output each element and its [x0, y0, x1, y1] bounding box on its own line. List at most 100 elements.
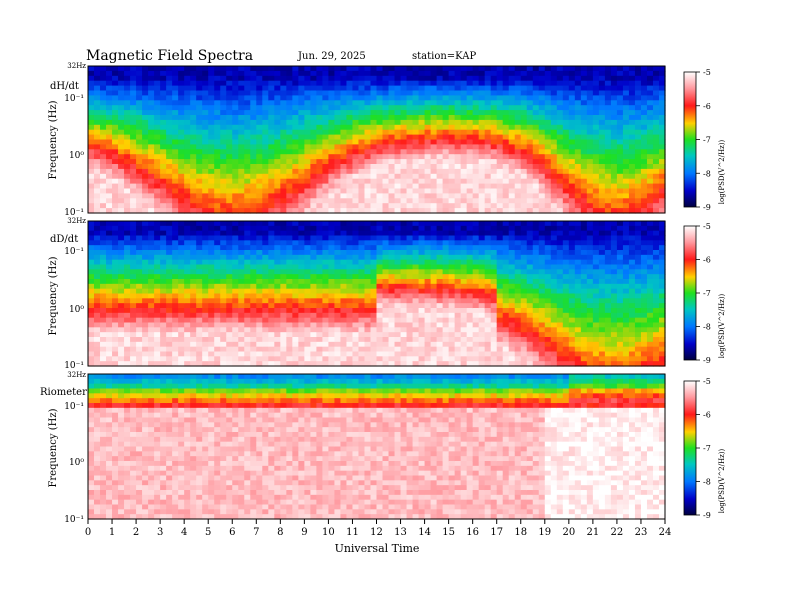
heatmap-cell [280, 230, 287, 237]
heatmap-cell [640, 178, 648, 185]
heatmap-cell [94, 75, 101, 82]
heatmap-cell [208, 332, 215, 338]
heatmap-cell [118, 225, 125, 232]
heatmap-cell [262, 293, 269, 299]
heatmap-cell [232, 288, 239, 295]
heatmap-cell [166, 66, 173, 72]
heatmap-cell [292, 250, 299, 256]
heatmap-cell [88, 235, 95, 241]
heatmap-cell [280, 139, 287, 145]
heatmap-cell [556, 149, 564, 155]
heatmap-cell [178, 193, 185, 199]
heatmap-cell [334, 80, 342, 87]
heatmap-cell [328, 351, 336, 357]
heatmap-cell [310, 250, 317, 256]
heatmap-cell [628, 85, 636, 92]
heatmap-cell [286, 264, 293, 270]
heatmap-cell [502, 110, 510, 116]
heatmap-cell [148, 259, 155, 266]
heatmap-cell [496, 208, 504, 214]
heatmap-cell [112, 293, 119, 299]
heatmap-cell [556, 154, 564, 160]
heatmap-cell [400, 183, 408, 190]
heatmap-cell [484, 159, 492, 165]
heatmap-cell [526, 80, 534, 87]
heatmap-cell [592, 80, 600, 87]
heatmap-cell [478, 75, 486, 82]
heatmap-cell [244, 283, 251, 290]
heatmap-cell [298, 230, 305, 237]
heatmap-cell [346, 178, 354, 185]
heatmap-cell [610, 203, 618, 209]
heatmap-cell [268, 225, 275, 232]
heatmap-cell [88, 312, 95, 319]
heatmap-cell [196, 303, 203, 309]
heatmap-cell [328, 230, 336, 237]
heatmap-cell [346, 144, 354, 150]
heatmap-cell [196, 259, 203, 266]
heatmap-cell [442, 178, 450, 185]
heatmap-cell [112, 274, 119, 280]
heatmap-cell [496, 235, 504, 241]
heatmap-cell [484, 168, 492, 175]
heatmap-cell [514, 203, 522, 209]
heatmap-cell [322, 327, 330, 333]
heatmap-cell [502, 245, 510, 251]
heatmap-cell [124, 134, 131, 141]
heatmap-cell [550, 124, 558, 131]
heatmap-cell [352, 80, 360, 87]
heatmap-cell [106, 149, 113, 155]
heatmap-cell [592, 193, 600, 199]
heatmap-cell [148, 80, 155, 87]
heatmap-cell [436, 110, 444, 116]
heatmap-cell [94, 351, 101, 357]
heatmap-cell [232, 66, 239, 72]
heatmap-cell [412, 293, 420, 299]
heatmap-cell [178, 154, 185, 160]
heatmap-cell [448, 327, 456, 333]
heatmap-cell [304, 221, 311, 227]
heatmap-cell [466, 259, 474, 266]
heatmap-cell [382, 312, 390, 319]
heatmap-cell [244, 90, 251, 96]
heatmap-cell [184, 188, 191, 194]
heatmap-cell [172, 327, 179, 333]
heatmap-cell [130, 298, 137, 304]
heatmap-cell [478, 264, 486, 270]
heatmap-cell [484, 221, 492, 227]
heatmap-cell [124, 259, 131, 266]
heatmap-cell [436, 124, 444, 131]
heatmap-cell [196, 254, 203, 261]
heatmap-cell [472, 254, 480, 261]
heatmap-cell [154, 259, 161, 266]
heatmap-cell [472, 259, 480, 266]
heatmap-cell [412, 288, 420, 295]
heatmap-cell [436, 66, 444, 72]
heatmap-cell [328, 139, 336, 145]
heatmap-cell [238, 303, 245, 309]
heatmap-cell [202, 139, 209, 145]
heatmap-cell [550, 85, 558, 92]
heatmap-cell [388, 341, 396, 348]
heatmap-cell [190, 346, 197, 353]
heatmap-cell [124, 154, 131, 160]
heatmap-cell [256, 139, 263, 145]
heatmap-cell [256, 70, 263, 77]
heatmap-cell [472, 110, 480, 116]
heatmap-cell [298, 134, 305, 141]
heatmap-cell [142, 293, 149, 299]
heatmap-cell [238, 322, 245, 328]
heatmap-cell [274, 154, 281, 160]
heatmap-cell [610, 95, 618, 101]
heatmap-cell [430, 351, 438, 357]
heatmap-cell [214, 274, 221, 280]
heatmap-cell [604, 115, 612, 121]
heatmap-cell [280, 168, 287, 175]
heatmap-cell [592, 173, 600, 180]
heatmap-cell [136, 351, 143, 357]
heatmap-cell [340, 144, 348, 150]
heatmap-cell [232, 159, 239, 165]
heatmap-cell [478, 221, 486, 227]
heatmap-cell [172, 193, 179, 199]
heatmap-cell [178, 254, 185, 261]
